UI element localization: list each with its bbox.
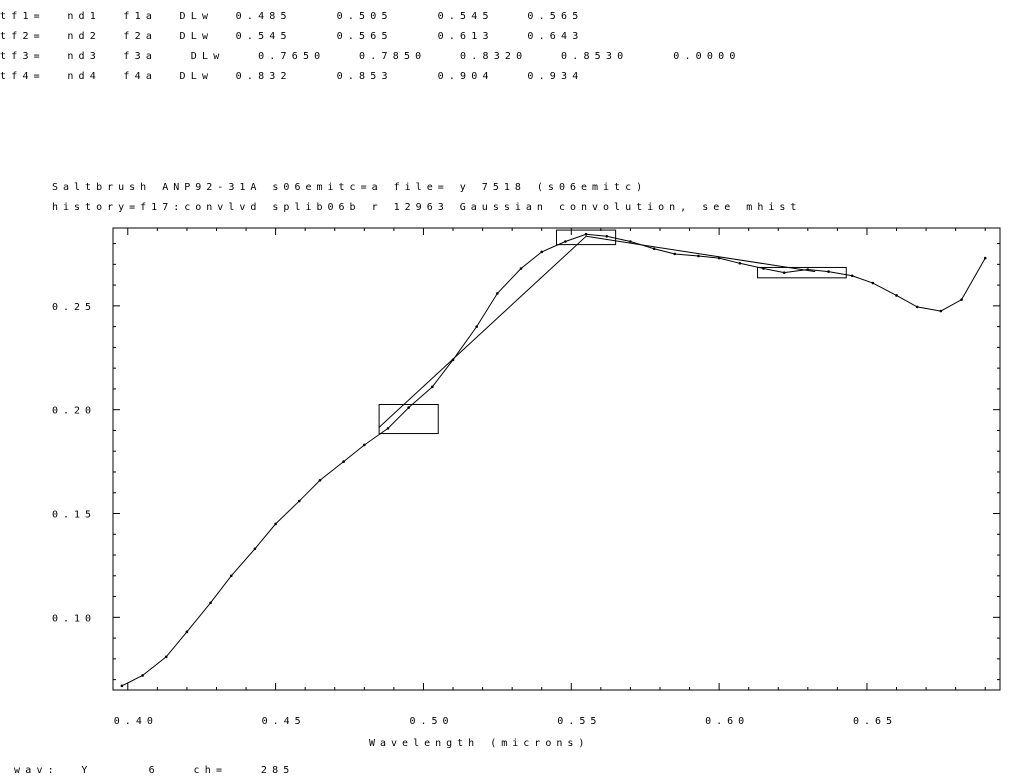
header-line-2: tf2= nd2 f2a DLw 0.545 0.565 0.613 0.643: [0, 31, 584, 42]
header-line-4: tf4= nd4 f4a DLw 0.832 0.853 0.904 0.934: [0, 71, 584, 82]
spectrum-point: [939, 309, 943, 313]
spectrum-line: [121, 233, 986, 687]
spectrum-series: [120, 232, 987, 688]
spectrum-point: [629, 240, 632, 243]
continuum-line: [585, 235, 816, 273]
y-tick-label: 0.20: [52, 406, 96, 417]
spectrum-point: [386, 427, 390, 430]
plot-title: Saltbrush ANP92-31A s06emitc=a file= y 7…: [52, 182, 647, 193]
x-tick-label: 0.65: [853, 716, 897, 727]
feature-window: [378, 403, 439, 435]
spectrum-point: [895, 294, 898, 297]
spectrum-point: [209, 601, 212, 605]
spectrum-point: [297, 499, 301, 503]
spectrum-point: [229, 574, 233, 578]
continuum-lines: [378, 235, 816, 428]
spectrum-point: [697, 254, 700, 258]
spectrum-point: [762, 267, 765, 270]
status-line: wav: Y 6 ch= 285: [14, 765, 295, 776]
plot-subtitle: history=f17:convlvd splib06b r 12963 Gau…: [52, 202, 801, 213]
y-tick-labels: 0.10 0.15 0.20 0.25: [52, 302, 96, 624]
spectrum-point: [605, 235, 609, 238]
x-tick-label: 0.55: [557, 716, 601, 727]
spectrum-point: [363, 443, 366, 447]
spectrum-point: [318, 478, 322, 482]
spectrum-point: [564, 240, 567, 243]
spectrum-point: [782, 271, 786, 274]
spectrum-point: [673, 252, 677, 256]
y-tick-label: 0.10: [52, 613, 96, 624]
spectrum-point: [164, 655, 168, 659]
spectrum-point: [806, 268, 810, 271]
spectrum-point: [584, 232, 588, 236]
plot-frame: [112, 227, 1001, 691]
feature-window: [556, 229, 617, 246]
spectrum-point: [960, 298, 963, 301]
header-line-3: tf3= nd3 f3a DLw 0.7650 0.7850 0.8320 0.…: [0, 51, 741, 62]
spectrum-point: [519, 267, 523, 270]
spectrum-point: [274, 522, 277, 526]
y-tick-label: 0.25: [52, 302, 96, 313]
feature-windows: [378, 229, 847, 435]
spectrum-point: [120, 684, 124, 688]
spectrum-point: [451, 358, 455, 362]
spectrum-point: [496, 292, 499, 295]
x-tick-label: 0.60: [705, 716, 749, 727]
continuum-line: [378, 235, 587, 428]
header-line-1: tf1= nd1 f1a DLw 0.485 0.505 0.545 0.565: [0, 11, 584, 22]
spectrum-point: [342, 460, 345, 463]
spectrum-point: [983, 256, 987, 260]
spectrum-point: [407, 406, 410, 409]
spectrum-point: [141, 674, 144, 677]
x-tick-labels: 0.40 0.45 0.50 0.55 0.60 0.65: [114, 716, 897, 727]
spectrum-point: [871, 281, 875, 285]
spectrum-point: [915, 305, 919, 309]
spectrum-point: [475, 325, 478, 328]
y-tick-label: 0.15: [52, 510, 96, 521]
axis-ticks: [113, 228, 1000, 690]
spectrum-point: [827, 270, 830, 273]
spectrum-point: [850, 274, 854, 278]
feature-window: [757, 266, 847, 279]
spectrum-point: [738, 261, 742, 265]
spectrum-point: [717, 256, 721, 260]
spectrum-point: [185, 630, 189, 634]
spectrum-point: [652, 247, 656, 251]
x-tick-label: 0.45: [262, 716, 306, 727]
x-axis-label: Wavelength (microns): [369, 738, 589, 749]
spectrum-point: [253, 547, 257, 551]
spectrum-point: [540, 250, 544, 254]
x-tick-label: 0.50: [409, 716, 453, 727]
spectrum-point: [431, 385, 434, 389]
x-tick-label: 0.40: [114, 716, 158, 727]
